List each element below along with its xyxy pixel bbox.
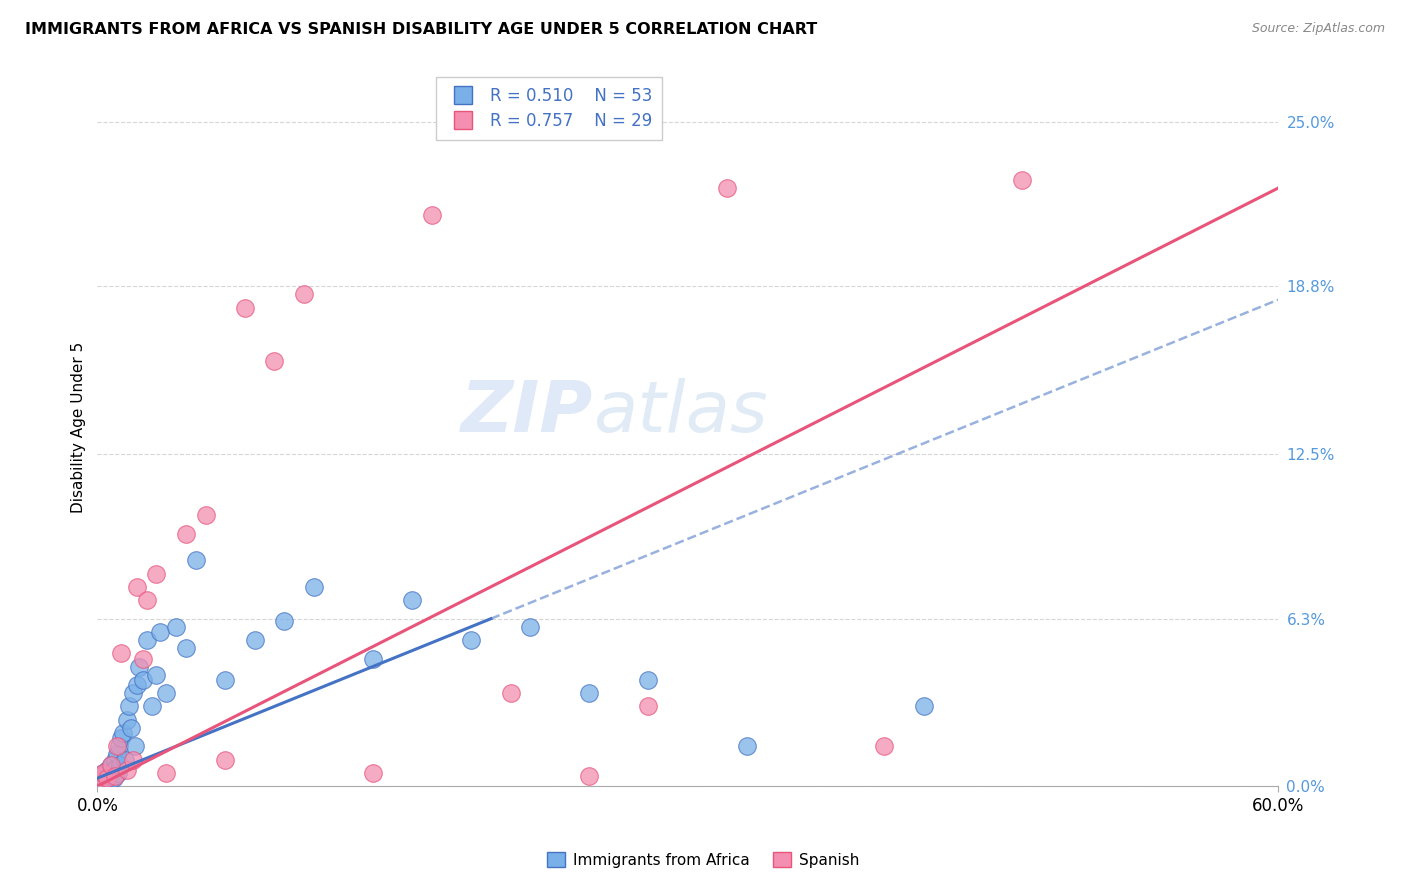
Point [96, 763, 118, 777]
Point [292, 287, 315, 301]
Point [115, 763, 138, 777]
Legend: R = 0.510    N = 53, R = 0.757    N = 29: R = 0.510 N = 53, R = 0.757 N = 29 [436, 77, 662, 139]
Point [141, 699, 163, 714]
Point [91, 765, 114, 780]
Text: atlas: atlas [593, 378, 768, 448]
Point [361, 651, 384, 665]
Point [98, 768, 121, 782]
Point [165, 620, 187, 634]
Point [214, 673, 236, 687]
Point [107, 765, 129, 780]
Point [115, 713, 138, 727]
Point [110, 646, 132, 660]
Point [90, 771, 112, 785]
Point [89, 776, 111, 790]
Point [194, 508, 217, 522]
Point [110, 731, 132, 746]
Y-axis label: Disability Age Under 5: Disability Age Under 5 [72, 342, 86, 513]
Point [155, 765, 177, 780]
Point [578, 686, 600, 700]
Point [233, 301, 256, 315]
Point [103, 771, 125, 785]
Point [114, 753, 136, 767]
Point [124, 739, 146, 754]
Point [100, 757, 122, 772]
Point [637, 699, 659, 714]
Point [184, 553, 207, 567]
Point [174, 526, 197, 541]
Point [100, 757, 122, 772]
Point [94, 768, 117, 782]
Point [155, 686, 177, 700]
Point [361, 765, 384, 780]
Text: IMMIGRANTS FROM AFRICA VS SPANISH DISABILITY AGE UNDER 5 CORRELATION CHART: IMMIGRANTS FROM AFRICA VS SPANISH DISABI… [25, 22, 817, 37]
Point [401, 593, 423, 607]
Point [105, 747, 128, 762]
Point [93, 773, 115, 788]
Point [716, 181, 738, 195]
Point [145, 566, 167, 581]
Point [131, 651, 153, 665]
Point [108, 757, 131, 772]
Point [214, 753, 236, 767]
Point [105, 760, 128, 774]
Point [273, 615, 295, 629]
Point [735, 739, 758, 754]
Point [121, 686, 143, 700]
Legend: Immigrants from Africa, Spanish: Immigrants from Africa, Spanish [541, 846, 865, 873]
Point [149, 625, 172, 640]
Point [499, 686, 522, 700]
Point [135, 632, 157, 647]
Point [101, 765, 124, 780]
Point [519, 620, 541, 634]
Point [120, 721, 142, 735]
Point [121, 753, 143, 767]
Point [125, 678, 148, 692]
Point [105, 739, 128, 754]
Point [128, 659, 150, 673]
Point [96, 771, 118, 785]
Point [104, 753, 127, 767]
Point [637, 673, 659, 687]
Point [174, 640, 197, 655]
Point [873, 739, 896, 754]
Point [145, 667, 167, 681]
Point [302, 580, 325, 594]
Point [131, 673, 153, 687]
Point [89, 773, 111, 788]
Point [101, 763, 124, 777]
Point [96, 776, 118, 790]
Point [118, 699, 141, 714]
Point [460, 632, 482, 647]
Point [135, 593, 157, 607]
Point [97, 771, 120, 785]
Point [91, 765, 114, 780]
Point [89, 773, 111, 788]
Point [263, 354, 285, 368]
Point [91, 775, 114, 789]
Point [111, 726, 134, 740]
Text: ZIP: ZIP [461, 378, 593, 448]
Point [912, 699, 935, 714]
Point [578, 768, 600, 782]
Point [125, 580, 148, 594]
Point [98, 773, 121, 788]
Text: Source: ZipAtlas.com: Source: ZipAtlas.com [1251, 22, 1385, 36]
Point [108, 739, 131, 754]
Point [1011, 173, 1033, 187]
Point [420, 208, 443, 222]
Point [243, 632, 266, 647]
Point [90, 768, 112, 782]
Point [104, 768, 127, 782]
